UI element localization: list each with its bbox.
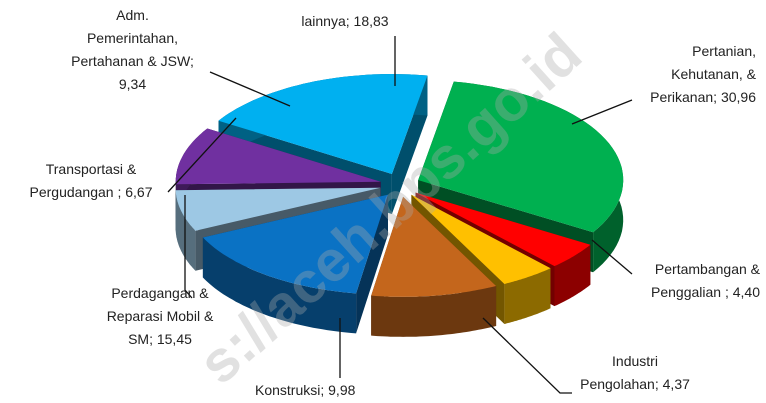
slice bbox=[202, 194, 388, 294]
leader-line bbox=[184, 195, 193, 299]
category-name: Pertanian, Kehutanan, & Perikanan; bbox=[650, 43, 756, 105]
slice-label: Pertanian, Kehutanan, & Perikanan; 30,96 bbox=[606, 40, 756, 109]
value-label: 15,45 bbox=[156, 331, 192, 347]
category-name: lainnya; bbox=[301, 13, 350, 29]
leader-line bbox=[482, 317, 572, 394]
leader-line bbox=[209, 71, 291, 107]
leader-line bbox=[591, 239, 633, 275]
category-name: Pertambangan & Penggalian ; bbox=[651, 261, 760, 300]
slice-label: Konstruksi; 9,98 bbox=[255, 379, 395, 402]
slice-label: Adm. Pemerintahan, Pertahanan & JSW; 9,3… bbox=[45, 4, 220, 96]
category-name: Konstruksi; bbox=[255, 382, 325, 398]
slice-label: Pertambangan & Penggalian ; 4,40 bbox=[600, 258, 760, 304]
value-label: 9,98 bbox=[328, 382, 356, 398]
category-name: Adm. Pemerintahan, Pertahanan & JSW; bbox=[71, 7, 194, 69]
value-label: 4,40 bbox=[732, 284, 760, 300]
slice bbox=[218, 74, 428, 174]
leader-line bbox=[571, 99, 633, 125]
slice-label: Industri Pengolahan; 4,37 bbox=[560, 350, 710, 396]
slice bbox=[415, 192, 591, 267]
value-label: 18,83 bbox=[353, 13, 389, 29]
slice bbox=[411, 194, 551, 284]
slice bbox=[175, 187, 381, 231]
slice-label: Perdagangan & Reparasi Mobil & SM; 15,45 bbox=[70, 282, 250, 351]
slice bbox=[175, 128, 381, 185]
slice-label: lainnya; 18,83 bbox=[270, 10, 420, 33]
slice-side bbox=[554, 244, 591, 307]
value-label: 4,37 bbox=[662, 376, 690, 392]
leader-line bbox=[167, 117, 237, 193]
value-label: 6,67 bbox=[125, 184, 153, 200]
slice bbox=[371, 196, 497, 297]
value-label: 30,96 bbox=[720, 89, 756, 105]
category-name: Transportasi & Pergudangan ; bbox=[29, 161, 137, 200]
slice-side bbox=[504, 268, 551, 324]
slice-label: Transportasi & Pergudangan ; 6,67 bbox=[2, 158, 180, 204]
category-name: Perdagangan & Reparasi Mobil & SM; bbox=[106, 285, 214, 347]
category-name: Industri Pengolahan; bbox=[580, 353, 659, 392]
slice-side bbox=[371, 286, 497, 337]
slice bbox=[418, 81, 624, 233]
slice-side bbox=[202, 237, 357, 334]
value-label: 9,34 bbox=[118, 76, 147, 92]
